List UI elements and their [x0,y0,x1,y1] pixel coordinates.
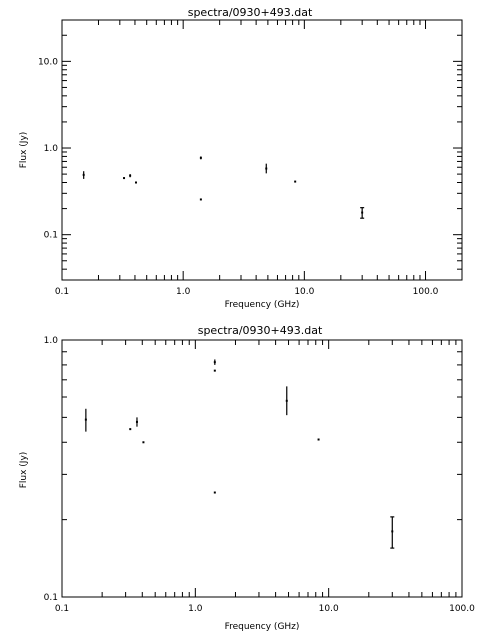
point-marker [391,530,394,533]
point-marker [285,399,288,402]
point-marker [82,173,85,176]
y-tick-label: 10.0 [38,57,58,67]
data-point [129,428,132,431]
plot-frame [61,339,463,598]
data-point [84,408,87,432]
data-point [285,386,288,416]
x-tick-label: 100.0 [449,604,475,614]
data-points [84,359,395,549]
data-point [134,181,137,184]
bottom-spectrum-plot: spectra/0930+493.dat Frequency (GHz) Flu… [19,324,475,632]
x-tick-label: 1.0 [188,604,203,614]
point-marker [213,369,216,372]
data-point [142,441,145,444]
x-tick-label: 0.1 [55,287,69,297]
x-tick-label: 0.1 [55,604,69,614]
point-marker [142,441,145,444]
y-tick-label: 1.0 [44,336,59,346]
y-tick-label: 0.1 [44,231,58,241]
x-tick-label: 10.0 [294,287,314,297]
data-points [82,156,365,219]
data-point [129,174,132,178]
point-marker [213,491,216,494]
point-marker [129,428,132,431]
y-axis-label: Flux (Jy) [19,132,29,169]
point-marker [135,420,138,423]
point-marker [213,361,216,364]
data-point [199,198,202,201]
point-marker [129,174,132,177]
data-point [135,417,138,427]
data-point [213,491,216,494]
point-marker [123,177,126,180]
y-tick-label: 1.0 [44,144,59,154]
point-marker [294,180,297,183]
data-point [294,180,297,183]
point-marker [199,198,202,201]
data-point [199,156,202,160]
y-tick-label: 0.1 [44,593,58,603]
point-marker [265,167,268,170]
y-axis-label: Flux (Jy) [19,452,29,489]
plot-frame [61,19,463,281]
point-marker [199,156,202,159]
data-point [360,207,365,219]
axes-ticks: 0.1 1.0 10.0 100.0 0.1 1.0 [44,336,475,614]
x-axis-label: Frequency (GHz) [225,300,300,310]
point-marker [84,418,87,421]
x-tick-label: 100.0 [413,287,439,297]
point-marker [361,211,364,214]
data-point [213,359,216,365]
top-spectrum-plot: spectra/0930+493.dat Frequency (GHz) Flu… [19,6,463,310]
plot-title: spectra/0930+493.dat [188,6,313,19]
data-point [317,438,320,441]
data-point [390,516,395,549]
x-tick-label: 10.0 [319,604,339,614]
axes-ticks: 0.1 1.0 10.0 100.0 0.1 1.0 10.0 [38,19,463,297]
data-point [123,177,126,180]
data-point [213,369,216,372]
x-axis-label: Frequency (GHz) [225,622,300,632]
point-marker [317,438,320,441]
point-marker [134,181,137,184]
x-tick-label: 1.0 [176,287,191,297]
data-point [265,163,268,174]
plot-title: spectra/0930+493.dat [198,324,323,337]
data-point [82,171,85,179]
